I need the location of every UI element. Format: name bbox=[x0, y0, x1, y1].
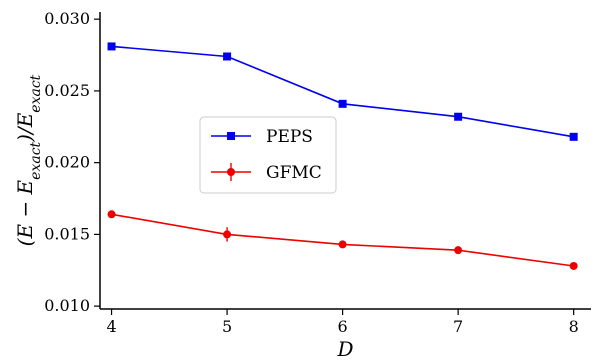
y-axis-label: (E − Eexact)/Eexact bbox=[13, 74, 44, 246]
data-point bbox=[338, 240, 347, 249]
legend-label: GFMC bbox=[266, 163, 322, 183]
data-point bbox=[338, 99, 347, 108]
legend-label: PEPS bbox=[266, 127, 313, 147]
x-tick-label: 6 bbox=[338, 317, 348, 336]
y-axis-label-pre: (E − E bbox=[13, 179, 37, 246]
y-tick-label: 0.025 bbox=[44, 81, 90, 100]
y-tick-label: 0.015 bbox=[44, 224, 90, 243]
x-tick-label: 4 bbox=[106, 317, 116, 336]
y-axis-label-mid: )/E bbox=[13, 112, 37, 143]
legend-marker bbox=[227, 168, 235, 176]
x-tick-label: 5 bbox=[222, 317, 232, 336]
y-tick-label: 0.010 bbox=[44, 296, 90, 315]
series-line-peps bbox=[111, 45, 574, 138]
x-tick-label: 8 bbox=[569, 317, 579, 336]
legend: PEPS GFMC bbox=[199, 116, 337, 194]
y-axis-label-sub2: exact bbox=[28, 74, 44, 112]
y-tick-label: 0.030 bbox=[44, 9, 90, 28]
y-tick-label: 0.020 bbox=[44, 153, 90, 172]
series-line-gfmc bbox=[111, 213, 574, 267]
data-point bbox=[569, 261, 578, 270]
axes bbox=[99, 12, 591, 310]
series bbox=[107, 42, 578, 270]
ticks: 0.010 0.015 0.020 0.025 0.030 4 5 6 7 8 bbox=[44, 9, 579, 336]
data-point bbox=[107, 210, 116, 219]
y-axis-label-sub1: exact bbox=[28, 141, 44, 179]
x-axis-label: D bbox=[336, 337, 353, 361]
data-point bbox=[454, 246, 463, 255]
data-point bbox=[223, 230, 232, 239]
data-point bbox=[454, 112, 463, 121]
data-point bbox=[569, 132, 578, 141]
x-tick-label: 7 bbox=[453, 317, 463, 336]
data-point bbox=[223, 52, 232, 61]
legend-marker bbox=[227, 132, 235, 140]
data-point bbox=[107, 42, 116, 51]
